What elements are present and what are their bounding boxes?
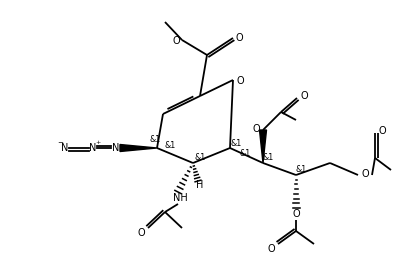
Text: &1: &1 bbox=[262, 152, 274, 161]
Text: &1: &1 bbox=[230, 139, 242, 148]
Text: O: O bbox=[235, 33, 243, 43]
Text: &1: &1 bbox=[149, 135, 161, 144]
Text: O: O bbox=[361, 169, 369, 179]
Text: +: + bbox=[95, 141, 101, 145]
Text: O: O bbox=[172, 36, 180, 46]
Text: &1: &1 bbox=[164, 141, 176, 150]
Text: O: O bbox=[300, 91, 308, 101]
Text: −: − bbox=[57, 140, 63, 146]
Text: O: O bbox=[292, 209, 300, 219]
Text: H: H bbox=[196, 180, 204, 190]
Text: N: N bbox=[89, 143, 97, 153]
Text: &1: &1 bbox=[194, 152, 206, 161]
Text: N: N bbox=[112, 143, 120, 153]
Text: NH: NH bbox=[173, 193, 187, 203]
Text: O: O bbox=[252, 124, 260, 134]
Text: O: O bbox=[378, 126, 386, 136]
Polygon shape bbox=[260, 130, 267, 163]
Text: N: N bbox=[61, 143, 69, 153]
Text: &1: &1 bbox=[239, 149, 250, 158]
Text: O: O bbox=[236, 76, 244, 86]
Text: O: O bbox=[267, 244, 275, 254]
Text: &1: &1 bbox=[295, 164, 307, 173]
Polygon shape bbox=[120, 144, 157, 151]
Text: O: O bbox=[137, 228, 145, 238]
